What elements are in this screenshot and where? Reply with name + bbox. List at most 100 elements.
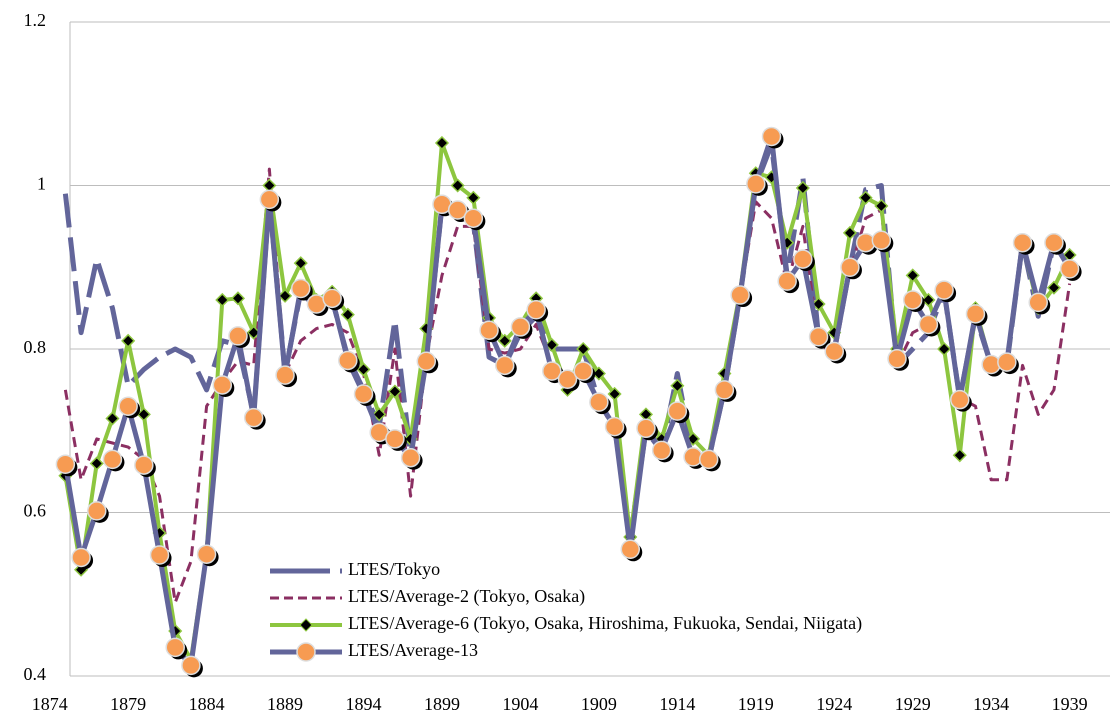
circle-marker <box>1044 232 1064 253</box>
legend-label: LTES/Tokyo <box>348 559 440 579</box>
circle-marker <box>291 278 311 299</box>
diamond-marker <box>136 407 151 422</box>
circle-marker <box>149 545 170 565</box>
circle-marker <box>494 355 515 376</box>
circle-marker <box>118 396 138 416</box>
diamond-marker <box>795 180 810 196</box>
diamond-marker <box>372 407 387 422</box>
circle-marker <box>196 544 217 564</box>
x-tick-label: 1934 <box>973 694 1009 714</box>
diamond-marker <box>685 431 701 446</box>
diamond-marker <box>952 448 967 463</box>
x-tick-label: 1904 <box>502 694 538 714</box>
circle-marker <box>965 304 986 324</box>
circle-marker <box>604 416 625 437</box>
diamond-marker <box>497 333 512 348</box>
diamond-marker <box>434 135 450 151</box>
series-line <box>63 140 1072 662</box>
diamond-marker <box>921 292 936 308</box>
x-tick-label: 1884 <box>189 694 225 714</box>
circle-marker <box>87 501 107 521</box>
circle-marker <box>243 407 264 428</box>
circle-marker <box>761 126 782 147</box>
circle-marker <box>338 350 358 371</box>
diamond-marker <box>293 256 308 271</box>
circle-marker <box>651 440 672 461</box>
x-tick-label: 1919 <box>738 694 774 714</box>
circle-marker <box>824 341 844 362</box>
circle-marker <box>918 314 939 335</box>
diamond-marker <box>544 337 559 352</box>
diamond-marker <box>387 384 402 399</box>
diamond-marker <box>670 378 685 393</box>
circle-marker <box>385 429 405 449</box>
diamond-marker <box>215 292 230 308</box>
legend-label: LTES/Average-2 (Tokyo, Osaka) <box>348 586 585 607</box>
diamond-marker <box>121 333 136 348</box>
circle-marker <box>840 257 860 277</box>
diamond-marker <box>576 341 591 357</box>
circle-marker <box>181 655 201 676</box>
circle-marker <box>228 326 248 346</box>
circle-marker <box>55 454 76 475</box>
circle-marker <box>573 361 593 381</box>
diamond-marker <box>340 307 355 322</box>
circle-marker <box>212 375 233 395</box>
circle-marker <box>542 361 562 381</box>
diamond-marker <box>89 456 104 471</box>
x-tick-label: 1894 <box>346 694 382 714</box>
diamond-marker <box>1046 280 1061 295</box>
diamond-marker <box>450 178 465 193</box>
circle-marker <box>636 418 656 439</box>
circle-marker <box>620 539 641 560</box>
x-tick-label: 1924 <box>816 694 852 714</box>
diamond-marker <box>105 411 120 426</box>
diamond-marker <box>842 225 858 240</box>
diamond-marker <box>466 190 481 205</box>
circle-marker <box>102 449 123 470</box>
legend-marker <box>296 642 316 662</box>
x-tick-label: 1909 <box>581 694 617 714</box>
circle-marker <box>698 449 719 470</box>
y-tick-label: 1 <box>37 174 46 194</box>
circle-marker <box>667 401 688 421</box>
circle-marker <box>730 285 750 305</box>
circle-marker <box>479 320 499 340</box>
circle-marker <box>71 547 91 568</box>
y-tick-label: 0.4 <box>24 664 47 684</box>
diamond-marker <box>277 288 293 303</box>
circle-marker <box>416 351 437 372</box>
circle-marker <box>1028 292 1048 313</box>
x-tick-label: 1939 <box>1052 694 1088 714</box>
circle-marker <box>777 271 797 291</box>
circle-marker <box>1059 259 1080 279</box>
circle-marker <box>808 326 829 347</box>
diamond-marker <box>858 190 873 205</box>
circle-marker <box>322 288 342 309</box>
diamond-marker <box>591 366 606 381</box>
circle-marker <box>934 280 954 300</box>
legend-marker <box>299 618 313 632</box>
circle-marker <box>165 637 185 658</box>
circle-marker <box>463 208 484 228</box>
circle-marker <box>714 380 735 400</box>
x-tick-label: 1874 <box>32 694 68 714</box>
circle-marker <box>887 349 907 369</box>
circle-marker <box>902 290 923 310</box>
circle-marker <box>1012 232 1033 253</box>
diamond-marker <box>607 386 622 402</box>
circle-marker <box>589 392 609 412</box>
x-tick-label: 1914 <box>659 694 695 714</box>
circle-marker <box>134 455 154 475</box>
circle-marker <box>447 200 468 220</box>
y-tick-label: 1.2 <box>24 10 47 30</box>
legend-label: LTES/Average-6 (Tokyo, Osaka, Hiroshima,… <box>348 613 862 634</box>
diamond-marker <box>356 362 371 377</box>
diamond-marker <box>937 341 952 357</box>
diamond-marker <box>230 291 246 306</box>
circle-marker <box>950 389 970 410</box>
x-tick-label: 1899 <box>424 694 460 714</box>
y-tick-label: 0.8 <box>24 337 47 357</box>
diamond-marker <box>905 268 920 283</box>
